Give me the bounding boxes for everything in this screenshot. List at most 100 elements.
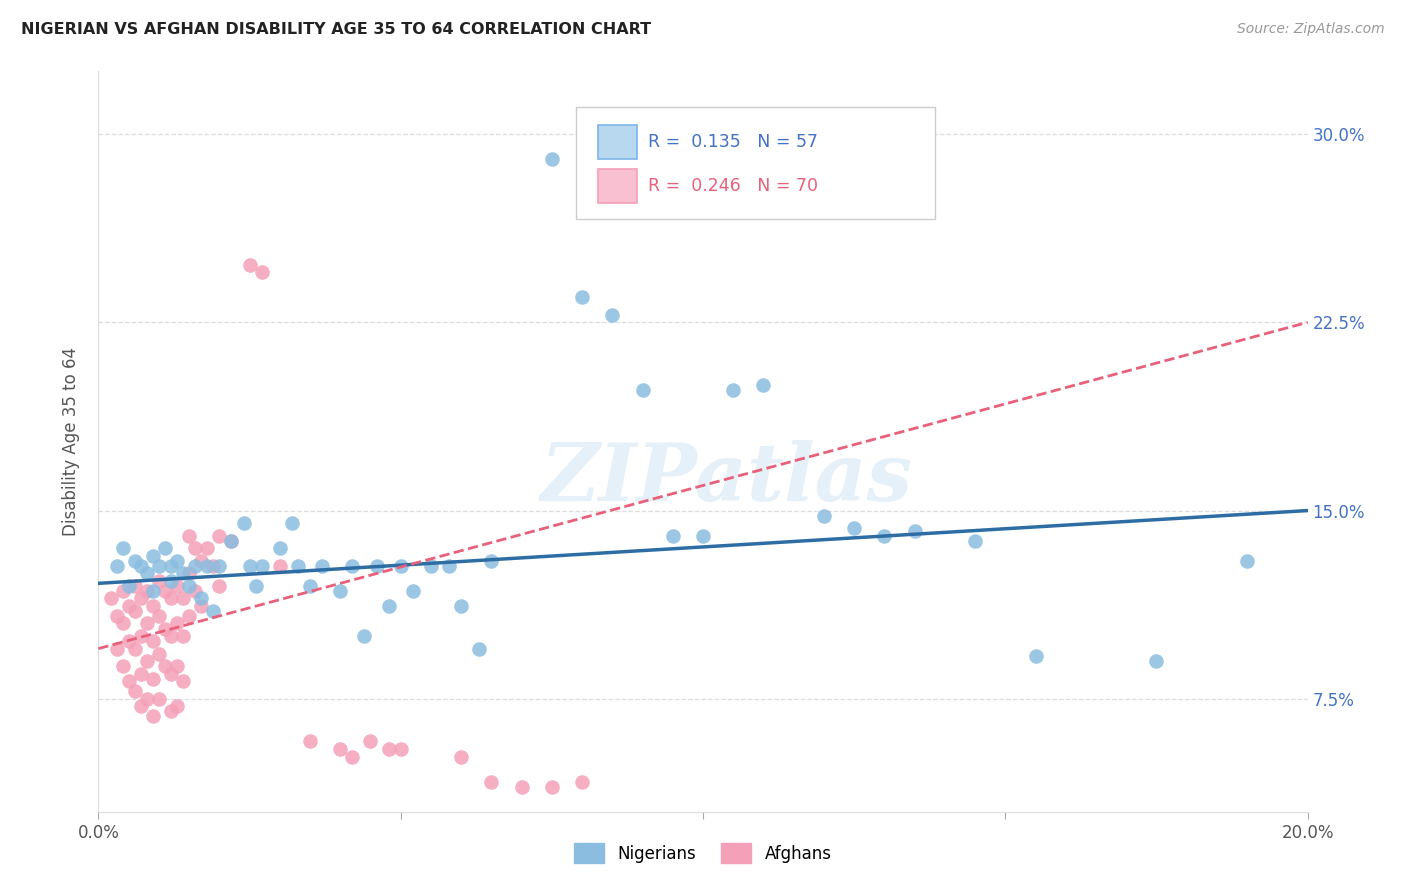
Point: [166, 659, 188, 673]
Point: [208, 529, 231, 543]
Point: [1144, 654, 1167, 668]
Point: [250, 265, 273, 279]
Point: [166, 579, 188, 593]
Point: [510, 780, 533, 794]
Point: [105, 641, 128, 656]
Point: [389, 558, 412, 573]
Point: [389, 742, 412, 756]
Point: [135, 654, 157, 668]
Point: [166, 554, 188, 568]
Point: [166, 699, 188, 714]
Point: [142, 634, 165, 648]
Point: [692, 529, 714, 543]
Point: [752, 378, 775, 392]
Point: [129, 699, 152, 714]
Point: [135, 691, 157, 706]
Point: [250, 558, 273, 573]
Point: [402, 583, 425, 598]
Point: [160, 591, 183, 606]
Point: [813, 508, 835, 523]
Text: R =  0.135   N = 57: R = 0.135 N = 57: [648, 133, 818, 151]
Point: [202, 558, 225, 573]
Point: [142, 709, 165, 723]
Point: [661, 529, 683, 543]
Point: [245, 579, 267, 593]
Point: [184, 583, 207, 598]
Point: [723, 383, 745, 397]
Point: [353, 629, 375, 643]
Point: [135, 583, 157, 598]
Point: [142, 583, 165, 598]
Point: [965, 533, 987, 548]
Point: [342, 558, 364, 573]
Point: [172, 566, 194, 581]
Point: [269, 541, 291, 556]
Point: [153, 583, 176, 598]
Legend: Nigerians, Afghans: Nigerians, Afghans: [568, 837, 838, 870]
Point: [153, 541, 176, 556]
Point: [208, 579, 231, 593]
Point: [540, 152, 562, 166]
Y-axis label: Disability Age 35 to 64: Disability Age 35 to 64: [62, 347, 80, 536]
Point: [377, 599, 399, 613]
Point: [124, 684, 146, 698]
Point: [118, 634, 141, 648]
Point: [190, 591, 212, 606]
Point: [118, 579, 141, 593]
Point: [118, 599, 141, 613]
Point: [179, 609, 201, 624]
Point: [148, 609, 170, 624]
Point: [468, 641, 491, 656]
Point: [124, 579, 146, 593]
Point: [105, 609, 128, 624]
Point: [142, 672, 165, 686]
Point: [269, 558, 291, 573]
Point: [450, 599, 472, 613]
Point: [450, 749, 472, 764]
Point: [124, 554, 146, 568]
Point: [904, 524, 927, 538]
Point: [100, 591, 122, 606]
Point: [190, 554, 212, 568]
Point: [360, 734, 382, 748]
Point: [377, 742, 399, 756]
Point: [232, 516, 254, 530]
Point: [481, 554, 503, 568]
Text: Source: ZipAtlas.com: Source: ZipAtlas.com: [1237, 22, 1385, 37]
Point: [111, 541, 134, 556]
Point: [342, 749, 364, 764]
Point: [571, 290, 593, 304]
Point: [179, 566, 201, 581]
Point: [129, 591, 152, 606]
Point: [221, 533, 243, 548]
Point: [239, 258, 262, 272]
Point: [366, 558, 388, 573]
Point: [184, 541, 207, 556]
Point: [184, 558, 207, 573]
Point: [437, 558, 460, 573]
Point: [208, 558, 231, 573]
Point: [1236, 554, 1258, 568]
Point: [129, 666, 152, 681]
Point: [179, 529, 201, 543]
Point: [153, 622, 176, 636]
Point: [172, 591, 194, 606]
Text: ZIPatlas: ZIPatlas: [541, 440, 914, 517]
Point: [160, 558, 183, 573]
Point: [540, 780, 562, 794]
Point: [148, 558, 170, 573]
Point: [221, 533, 243, 548]
Point: [602, 308, 624, 322]
Point: [160, 704, 183, 718]
Point: [153, 659, 176, 673]
Text: NIGERIAN VS AFGHAN DISABILITY AGE 35 TO 64 CORRELATION CHART: NIGERIAN VS AFGHAN DISABILITY AGE 35 TO …: [21, 22, 651, 37]
Point: [148, 574, 170, 588]
Point: [166, 616, 188, 631]
Point: [1024, 649, 1046, 664]
Point: [329, 583, 352, 598]
Point: [329, 742, 352, 756]
Point: [160, 629, 183, 643]
Point: [281, 516, 304, 530]
Point: [299, 579, 322, 593]
Point: [172, 629, 194, 643]
